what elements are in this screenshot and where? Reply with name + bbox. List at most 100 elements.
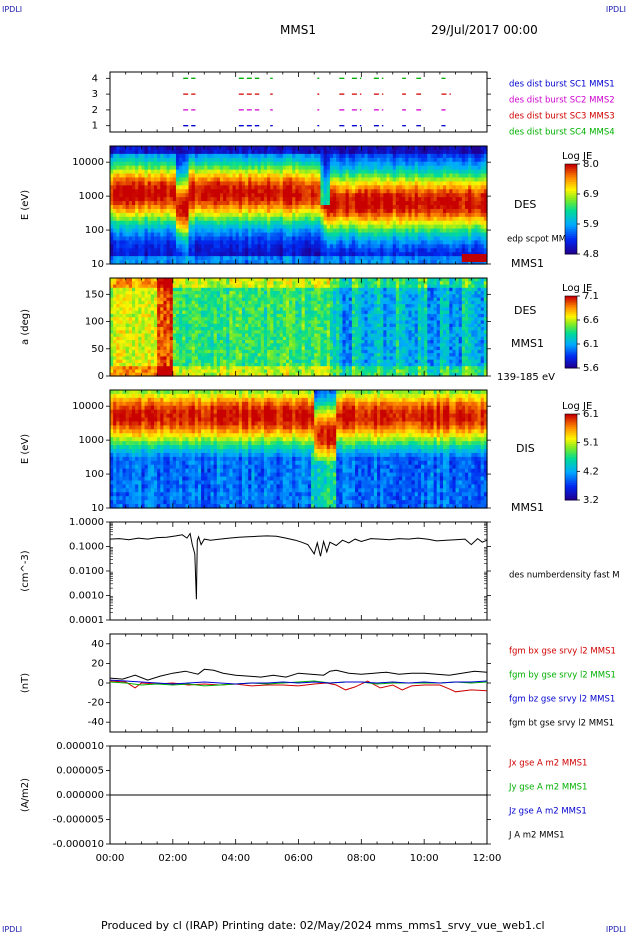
pitch-angle-cell (188, 304, 193, 308)
des-energy-cell (430, 161, 435, 167)
des-energy-cell (414, 216, 419, 222)
des-energy-cell (323, 165, 328, 171)
des-energy-cell (424, 224, 428, 230)
des-energy-cell (452, 244, 457, 249)
pitch-angle-cell (141, 320, 146, 325)
pitch-angle-cell (157, 343, 161, 348)
des-energy-cell (471, 248, 476, 253)
pitch-angle-cell (122, 353, 127, 357)
des-energy-cell (267, 153, 271, 159)
des-energy-cell (433, 252, 438, 257)
des-energy-cell (113, 153, 117, 159)
des-energy-cell (411, 165, 416, 171)
pitch-angle-cell (179, 343, 183, 348)
des-energy-cell (370, 201, 375, 206)
des-energy-cell (364, 248, 369, 253)
des-energy-cell (157, 189, 161, 194)
des-energy-cell (285, 208, 290, 214)
des-energy-cell (471, 244, 476, 249)
des-energy-cell (245, 240, 249, 245)
des-energy-cell (226, 146, 230, 151)
des-energy-cell (436, 149, 441, 155)
des-energy-cell (207, 256, 212, 261)
des-energy-cell (279, 256, 284, 261)
des-energy-cell (201, 201, 205, 206)
des-energy-cell (326, 197, 331, 202)
pitch-angle-cell (194, 281, 199, 286)
des-energy-cell (345, 146, 350, 151)
des-energy-cell (263, 220, 268, 226)
pitch-angle-cell (188, 323, 193, 328)
des-energy-cell (329, 260, 334, 265)
des-energy-cell (370, 228, 375, 234)
des-energy-cell (188, 193, 193, 198)
des-energy-cell (110, 224, 114, 230)
des-energy-cell (119, 232, 124, 238)
colorbar-cell (565, 197, 577, 201)
des-energy-cell (380, 146, 384, 151)
des-energy-cell (122, 165, 127, 171)
des-energy-cell (307, 224, 312, 230)
des-energy-cell (361, 208, 366, 214)
des-energy-cell (270, 256, 274, 261)
des-energy-cell (323, 169, 328, 175)
des-energy-cell (169, 228, 174, 234)
des-energy-cell (257, 260, 262, 265)
pitch-angle-cell (188, 327, 193, 331)
des-energy-cell (408, 240, 413, 245)
pitch-angle-cell (138, 346, 143, 351)
pitch-angle-cell (141, 346, 146, 351)
des-energy-cell (188, 197, 193, 202)
des-energy-cell (144, 146, 149, 151)
des-energy-cell (449, 244, 454, 249)
des-energy-cell (197, 244, 202, 249)
des-energy-cell (414, 224, 419, 230)
des-energy-cell (182, 220, 186, 226)
pitch-angle-cell (191, 330, 196, 335)
des-energy-cell (358, 252, 362, 257)
pitch-angle-cell (141, 287, 146, 292)
pitch-angle-cell (160, 287, 165, 292)
des-energy-cell (204, 173, 208, 179)
des-energy-cell (125, 256, 130, 261)
des-energy-cell (232, 208, 237, 214)
des-energy-cell (270, 189, 274, 194)
des-energy-cell (461, 216, 466, 222)
des-energy-cell (351, 177, 356, 182)
des-energy-cell (339, 252, 344, 257)
pitch-angle-cell (188, 320, 193, 325)
des-energy-cell (364, 197, 369, 202)
des-energy-cell (263, 232, 268, 238)
pitch-angle-cell (216, 330, 221, 335)
des-energy-cell (480, 228, 485, 234)
pitch-angle-cell (185, 359, 190, 364)
des-energy-cell (194, 236, 199, 241)
des-energy-cell (232, 232, 237, 238)
des-energy-cell (153, 256, 158, 261)
des-energy-cell (219, 185, 224, 190)
des-energy-cell (282, 236, 287, 241)
des-energy-cell (166, 232, 171, 238)
des-energy-cell (116, 153, 121, 159)
des-energy-cell (430, 256, 435, 261)
des-energy-cell (169, 185, 174, 190)
des-energy-cell (304, 220, 309, 226)
des-energy-cell (194, 146, 199, 151)
des-energy-cell (336, 201, 340, 206)
des-energy-cell (232, 153, 237, 159)
des-energy-cell (131, 161, 136, 167)
des-energy-cell (263, 185, 268, 190)
des-energy-cell (370, 260, 375, 265)
des-energy-cell (172, 165, 177, 171)
pitch-angle-cell (153, 330, 158, 335)
des-energy-cell (235, 149, 240, 155)
des-energy-cell (355, 256, 359, 261)
des-energy-cell (216, 205, 221, 210)
pitch-angle-cell (194, 317, 199, 322)
des-energy-cell (421, 189, 425, 194)
des-energy-cell (351, 248, 356, 253)
des-energy-cell (323, 208, 328, 214)
des-energy-cell (314, 149, 318, 155)
des-energy-cell (175, 240, 180, 245)
des-energy-cell (405, 153, 410, 159)
